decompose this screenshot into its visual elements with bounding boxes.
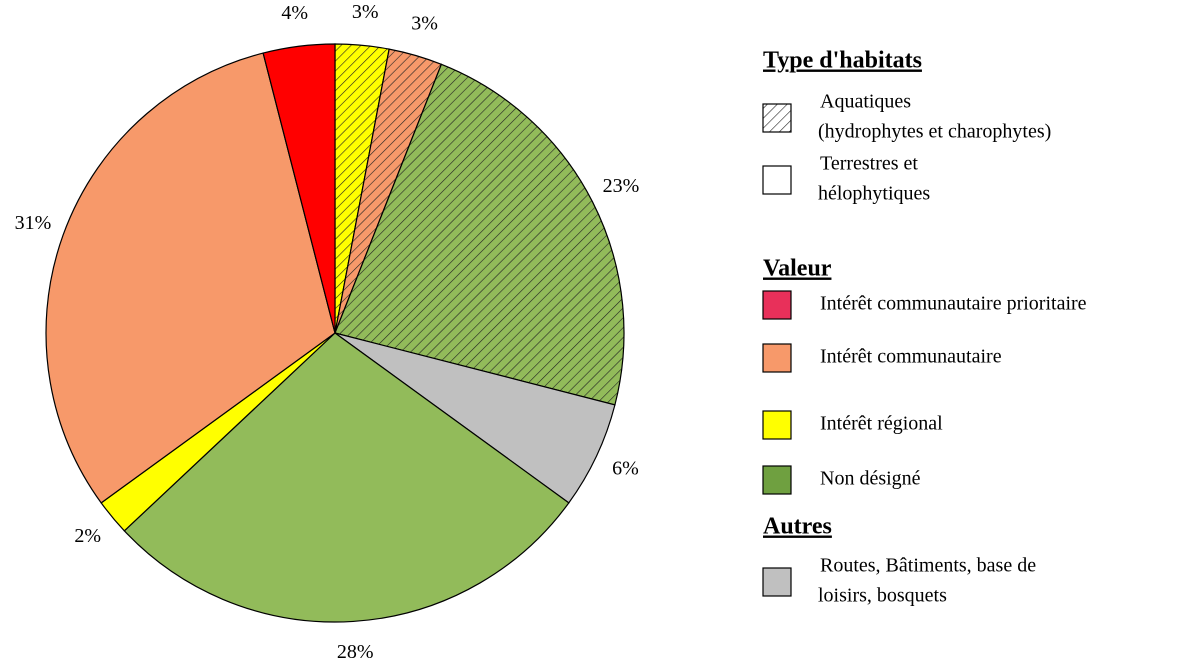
legend-label: Intérêt communautaire prioritaire: [820, 293, 1087, 315]
legend-label: Aquatiques: [820, 91, 911, 113]
legend-label: (hydrophytes et charophytes): [818, 121, 1051, 143]
legend-swatch: [762, 410, 792, 440]
legend-label: Non désigné: [820, 468, 921, 490]
legend-section-title: Type d'habitats: [763, 48, 922, 74]
pie-slice: [334, 63, 625, 406]
legend-label: Routes, Bâtiments, base de: [820, 555, 1036, 577]
legend-swatch: [762, 343, 792, 373]
data-label: 28%: [337, 641, 374, 659]
pie-slice: [262, 43, 336, 334]
legend-section-title: Autres: [763, 514, 832, 540]
legend-section-title: Valeur: [763, 256, 832, 282]
legend-swatch: [762, 465, 792, 495]
legend-swatch: [762, 165, 792, 195]
legend-swatch: [762, 290, 792, 320]
data-label: 6%: [612, 457, 639, 479]
legend-label: Intérêt communautaire: [820, 346, 1002, 368]
data-label: 4%: [281, 2, 308, 24]
legend-label: hélophytiques: [818, 183, 930, 205]
data-label: 3%: [352, 1, 379, 23]
legend-swatch: [762, 103, 792, 133]
legend-label: Intérêt régional: [820, 413, 943, 435]
legend-label: loisirs, bosquets: [818, 585, 947, 607]
data-label: 3%: [411, 12, 438, 34]
pie-slice: [123, 332, 570, 623]
data-label: 31%: [15, 212, 52, 234]
legend-swatch: [762, 567, 792, 597]
data-label: 23%: [603, 175, 640, 197]
pie-slice: [45, 52, 336, 504]
data-label: 2%: [74, 525, 101, 547]
legend-label: Terrestres et: [820, 153, 918, 175]
